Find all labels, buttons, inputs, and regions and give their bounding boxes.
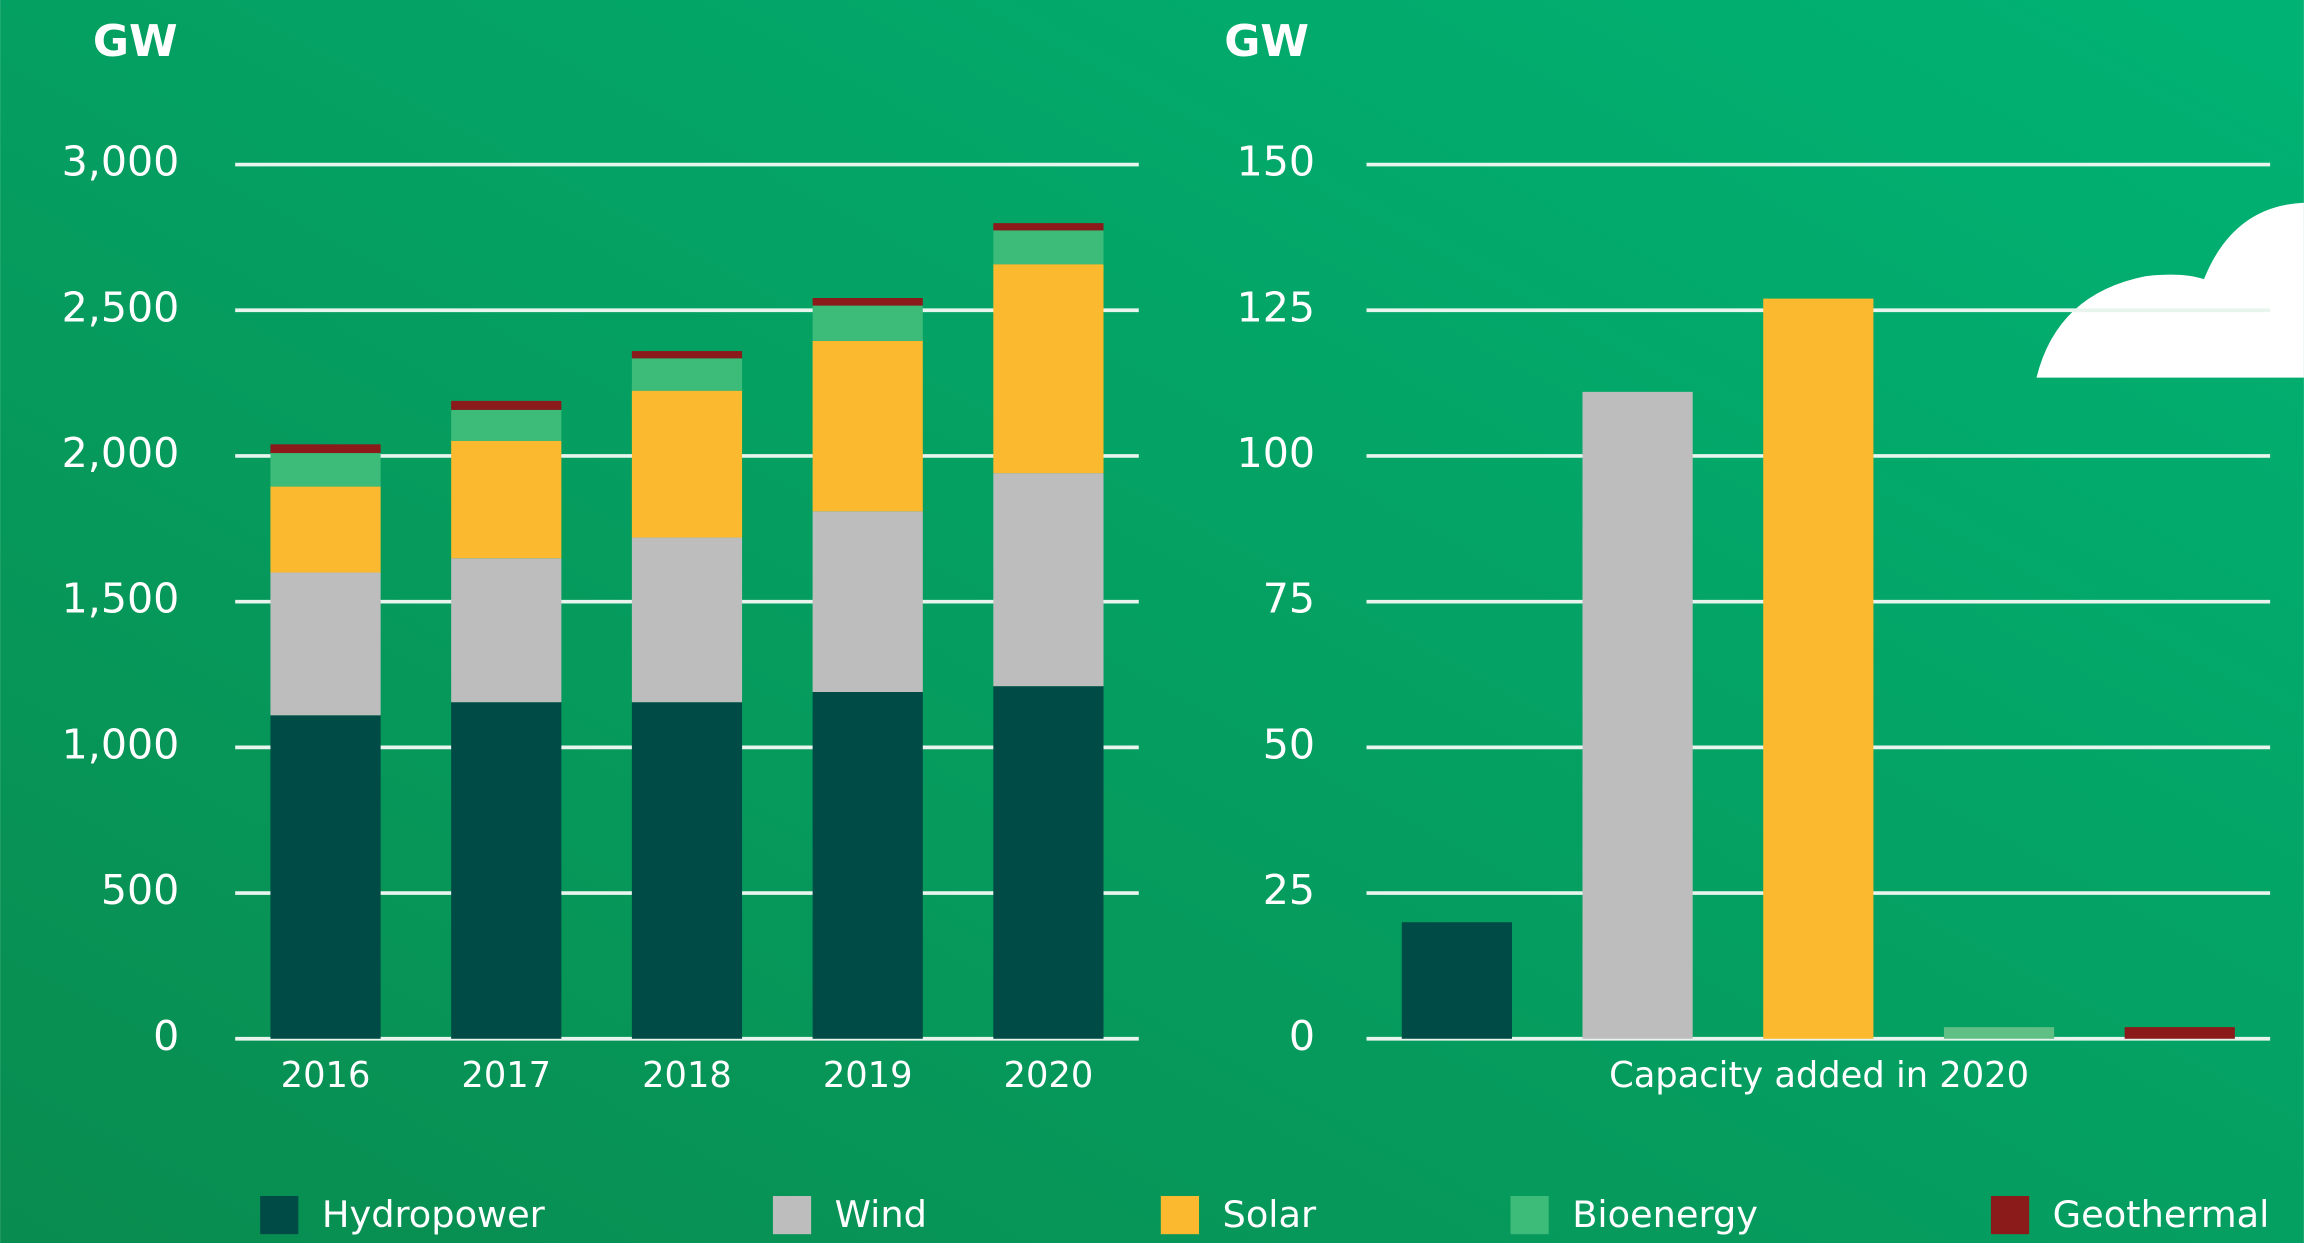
bar-segment (813, 511, 923, 692)
bar-segment (993, 223, 1103, 230)
y-tick-label: 2,500 (62, 283, 180, 331)
y-tick-label: 25 (1263, 866, 1315, 914)
bar-segment (451, 410, 561, 441)
bar-segment (632, 351, 742, 358)
x-tick-label: 2019 (823, 1055, 913, 1096)
bar-segment (813, 306, 923, 341)
y-tick-label: 1,500 (62, 575, 180, 623)
bar (1582, 392, 1692, 1039)
x-axis-label: Capacity added in 2020 (1609, 1055, 2029, 1096)
legend-swatch (260, 1196, 298, 1234)
bar (1402, 922, 1512, 1039)
y-tick-label: 3,000 (62, 138, 180, 186)
bar-segment (993, 264, 1103, 473)
legend-label: Bioenergy (1572, 1193, 1758, 1236)
bar-segment (632, 391, 742, 538)
y-tick-label: 100 (1237, 429, 1316, 477)
legend-swatch (1991, 1196, 2029, 1234)
bar (1944, 1027, 2054, 1039)
bar-segment (632, 702, 742, 1039)
y-tick-label: 500 (101, 866, 180, 914)
y-tick-label: 125 (1237, 283, 1316, 331)
legend-label: Geothermal (2053, 1193, 2270, 1236)
y-tick-label: 150 (1237, 138, 1316, 186)
bar-segment (270, 444, 380, 453)
y-tick-label: 75 (1263, 575, 1315, 623)
bar (1763, 299, 1873, 1039)
bar-segment (993, 686, 1103, 1039)
x-tick-label: 2020 (1004, 1055, 1094, 1096)
legend-label: Wind (835, 1193, 927, 1236)
bar-segment (993, 473, 1103, 686)
y-tick-label: 1,000 (62, 720, 180, 768)
y-tick-label: 2,000 (62, 429, 180, 477)
legend-label: Solar (1223, 1193, 1317, 1236)
bar (2125, 1027, 2235, 1039)
bar-segment (632, 538, 742, 703)
bar-segment (270, 573, 380, 716)
legend-swatch (773, 1196, 811, 1234)
y-axis-unit: GW (93, 16, 178, 67)
y-tick-label: 0 (153, 1012, 179, 1060)
x-tick-label: 2016 (281, 1055, 371, 1096)
bar-segment (451, 441, 561, 558)
bar-segment (270, 715, 380, 1038)
y-axis-unit: GW (1224, 16, 1309, 67)
x-tick-label: 2018 (642, 1055, 732, 1096)
bar-segment (451, 558, 561, 702)
chart: GW GW Capacity added in 2020 05001,0001,… (0, 0, 2304, 1243)
x-tick-label: 2017 (461, 1055, 551, 1096)
legend-label: Hydropower (322, 1193, 546, 1236)
legend-swatch (1161, 1196, 1199, 1234)
bar-segment (270, 453, 380, 487)
bar-segment (632, 358, 742, 390)
y-tick-label: 0 (1289, 1012, 1315, 1060)
y-tick-label: 50 (1263, 720, 1315, 768)
bar-segment (451, 401, 561, 410)
bar-segment (270, 487, 380, 573)
bar-segment (813, 692, 923, 1039)
bar-segment (993, 230, 1103, 264)
bar-segment (451, 702, 561, 1039)
bar-segment (813, 298, 923, 306)
bar-segment (813, 341, 923, 511)
legend-swatch (1511, 1196, 1549, 1234)
